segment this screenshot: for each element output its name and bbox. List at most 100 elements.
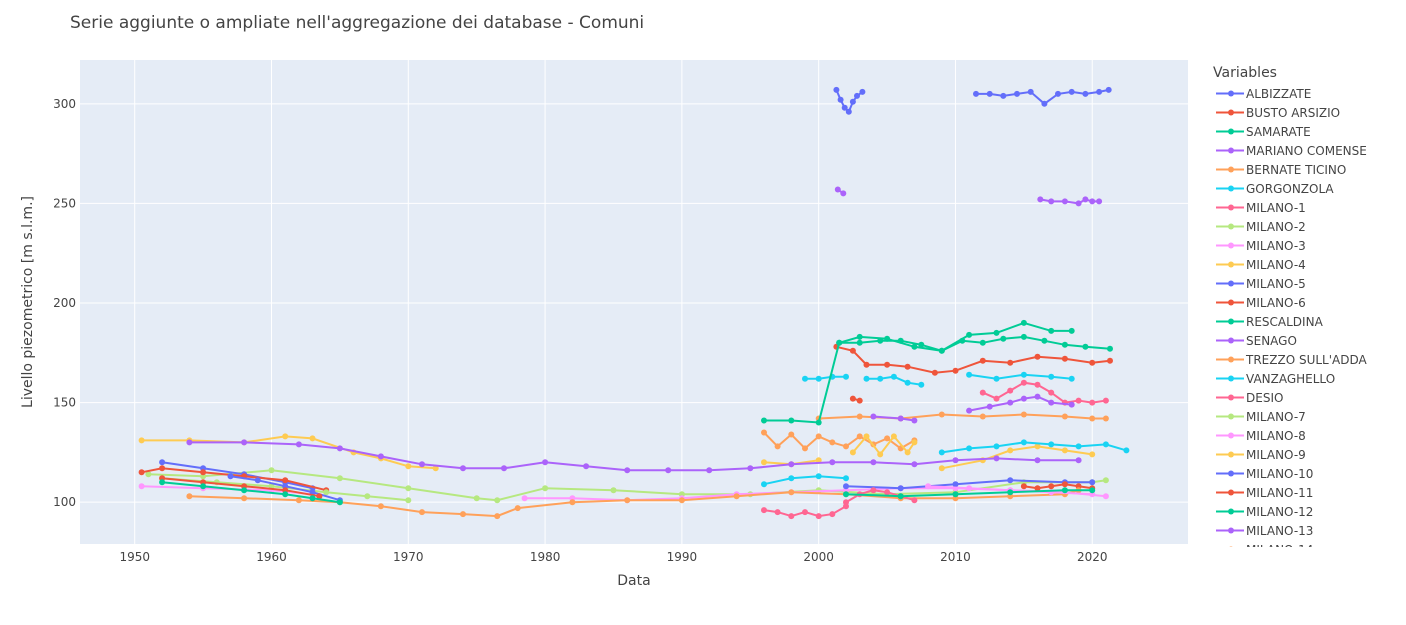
data-point[interactable] bbox=[1007, 387, 1014, 394]
data-point[interactable] bbox=[1068, 88, 1075, 95]
data-point[interactable] bbox=[419, 509, 425, 516]
legend-item[interactable]: MILANO-9 bbox=[1204, 445, 1404, 464]
data-point[interactable] bbox=[897, 415, 904, 422]
data-point[interactable] bbox=[1034, 485, 1041, 492]
data-point[interactable] bbox=[1096, 198, 1103, 205]
data-point[interactable] bbox=[911, 417, 918, 424]
data-point[interactable] bbox=[979, 413, 986, 420]
legend-item[interactable]: MILANO-12 bbox=[1204, 502, 1404, 521]
legend-item[interactable]: DESIO bbox=[1204, 388, 1404, 407]
data-point[interactable] bbox=[761, 481, 767, 488]
data-point[interactable] bbox=[241, 487, 248, 494]
data-point[interactable] bbox=[979, 357, 986, 364]
data-point[interactable] bbox=[788, 431, 795, 438]
legend-item[interactable]: MILANO-10 bbox=[1204, 464, 1404, 483]
data-point[interactable] bbox=[836, 339, 843, 346]
data-point[interactable] bbox=[802, 509, 808, 516]
data-point[interactable] bbox=[336, 475, 343, 482]
data-point[interactable] bbox=[856, 333, 863, 340]
data-point[interactable] bbox=[815, 457, 822, 464]
data-point[interactable] bbox=[1048, 327, 1055, 334]
data-point[interactable] bbox=[884, 335, 891, 342]
data-point[interactable] bbox=[966, 371, 973, 378]
data-point[interactable] bbox=[761, 417, 767, 424]
data-point[interactable] bbox=[282, 477, 289, 484]
data-point[interactable] bbox=[815, 375, 822, 382]
data-point[interactable] bbox=[1089, 399, 1096, 406]
data-point[interactable] bbox=[856, 433, 863, 440]
data-point[interactable] bbox=[1061, 198, 1068, 205]
data-point[interactable] bbox=[1075, 397, 1082, 404]
series-senago[interactable] bbox=[870, 393, 1075, 424]
data-point[interactable] bbox=[966, 445, 973, 452]
data-point[interactable] bbox=[309, 489, 316, 496]
data-point[interactable] bbox=[938, 465, 945, 472]
data-point[interactable] bbox=[761, 459, 767, 466]
data-point[interactable] bbox=[1068, 327, 1075, 334]
data-point[interactable] bbox=[145, 471, 152, 478]
data-point[interactable] bbox=[1105, 86, 1112, 93]
data-point[interactable] bbox=[1102, 493, 1109, 500]
data-point[interactable] bbox=[624, 497, 631, 504]
data-point[interactable] bbox=[884, 435, 891, 442]
data-point[interactable] bbox=[377, 503, 384, 510]
series-vanzaghello[interactable] bbox=[761, 439, 1130, 488]
data-point[interactable] bbox=[1082, 343, 1089, 350]
series-milano-11[interactable] bbox=[159, 395, 863, 500]
legend-item[interactable]: GORGONZOLA bbox=[1204, 179, 1404, 198]
data-point[interactable] bbox=[309, 435, 316, 442]
data-point[interactable] bbox=[282, 433, 289, 440]
data-point[interactable] bbox=[1068, 375, 1075, 382]
data-point[interactable] bbox=[1034, 457, 1041, 464]
data-point[interactable] bbox=[583, 463, 590, 470]
data-point[interactable] bbox=[966, 407, 973, 414]
data-point[interactable] bbox=[863, 375, 870, 382]
data-point[interactable] bbox=[1089, 415, 1096, 422]
data-point[interactable] bbox=[952, 491, 959, 498]
data-point[interactable] bbox=[1096, 88, 1103, 95]
data-point[interactable] bbox=[897, 485, 904, 492]
data-point[interactable] bbox=[938, 449, 945, 456]
legend-item[interactable]: MILANO-5 bbox=[1204, 274, 1404, 293]
data-point[interactable] bbox=[849, 347, 856, 354]
legend-item[interactable]: MILANO-13 bbox=[1204, 521, 1404, 540]
data-point[interactable] bbox=[1082, 90, 1089, 97]
legend-item[interactable]: SENAGO bbox=[1204, 331, 1404, 350]
data-point[interactable] bbox=[986, 403, 993, 410]
data-point[interactable] bbox=[1041, 100, 1048, 107]
data-point[interactable] bbox=[200, 469, 207, 476]
data-point[interactable] bbox=[159, 459, 166, 466]
data-point[interactable] bbox=[993, 395, 1000, 402]
data-point[interactable] bbox=[1048, 441, 1055, 448]
data-point[interactable] bbox=[877, 375, 884, 382]
data-point[interactable] bbox=[815, 473, 822, 480]
data-point[interactable] bbox=[1048, 483, 1055, 490]
series-milano-1[interactable] bbox=[761, 379, 1109, 520]
data-point[interactable] bbox=[979, 389, 986, 396]
data-point[interactable] bbox=[1089, 359, 1096, 366]
data-point[interactable] bbox=[986, 90, 993, 97]
data-point[interactable] bbox=[494, 513, 501, 520]
data-point[interactable] bbox=[309, 495, 316, 502]
data-point[interactable] bbox=[993, 329, 1000, 336]
data-point[interactable] bbox=[1075, 443, 1082, 450]
data-point[interactable] bbox=[849, 98, 856, 105]
data-point[interactable] bbox=[460, 511, 466, 518]
data-point[interactable] bbox=[1041, 337, 1048, 344]
data-point[interactable] bbox=[706, 467, 713, 474]
legend[interactable]: Variables ALBIZZATE BUSTO ARSIZIO SAMARATE… bbox=[1204, 62, 1404, 547]
data-point[interactable] bbox=[829, 439, 836, 446]
data-point[interactable] bbox=[973, 90, 979, 97]
data-point[interactable] bbox=[186, 439, 193, 446]
data-point[interactable] bbox=[1020, 333, 1027, 340]
data-point[interactable] bbox=[1061, 481, 1068, 488]
data-point[interactable] bbox=[979, 339, 986, 346]
data-point[interactable] bbox=[1007, 489, 1014, 496]
legend-item[interactable]: MARIANO COMENSE bbox=[1204, 141, 1404, 160]
data-point[interactable] bbox=[1034, 381, 1041, 388]
data-point[interactable] bbox=[904, 379, 911, 386]
data-point[interactable] bbox=[802, 375, 808, 382]
data-point[interactable] bbox=[610, 487, 617, 494]
data-point[interactable] bbox=[870, 413, 877, 420]
data-point[interactable] bbox=[841, 104, 848, 111]
